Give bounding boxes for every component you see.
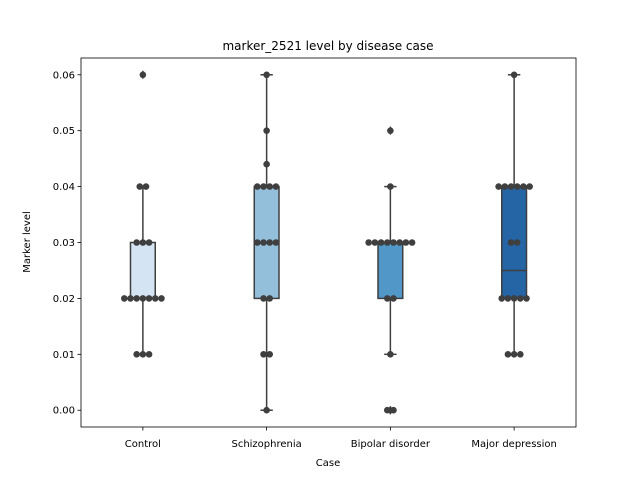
data-point — [507, 239, 515, 246]
data-point — [139, 295, 147, 302]
data-point — [263, 160, 270, 168]
data-point — [158, 295, 165, 302]
box-iqr — [377, 241, 404, 300]
chart-title: marker_2521 level by disease case — [222, 39, 433, 53]
data-point — [383, 406, 391, 414]
data-point — [263, 71, 270, 79]
data-point — [365, 239, 372, 246]
data-point — [513, 183, 521, 190]
x-tick-label: Major depression — [471, 439, 557, 450]
box-group — [495, 71, 533, 358]
y-axis-label: Marker level — [22, 211, 33, 273]
data-point — [139, 351, 147, 358]
data-point — [266, 295, 274, 302]
data-point — [387, 351, 394, 358]
data-point — [504, 295, 512, 302]
data-point — [383, 239, 391, 246]
data-point — [272, 183, 280, 190]
data-point — [523, 295, 530, 302]
data-point — [266, 239, 274, 246]
box-group — [120, 70, 165, 358]
data-point — [260, 239, 267, 246]
data-point — [402, 239, 410, 246]
y-tick-label: 0.03 — [53, 238, 75, 249]
data-point — [498, 295, 506, 302]
y-tick-label: 0.01 — [53, 350, 75, 361]
y-tick-label: 0.00 — [53, 406, 75, 417]
data-point — [254, 183, 261, 190]
data-point — [272, 239, 280, 246]
box-group — [365, 126, 416, 415]
data-point — [390, 406, 397, 414]
data-point — [377, 239, 385, 246]
data-point — [510, 351, 518, 358]
data-point — [120, 295, 128, 302]
x-tick-label: Bipolar disorder — [351, 439, 431, 450]
data-point — [501, 183, 509, 190]
x-axis-label: Case — [316, 458, 340, 469]
plot-area — [120, 70, 533, 415]
data-point — [260, 295, 267, 302]
data-point — [266, 183, 274, 190]
y-tick-label: 0.06 — [53, 70, 75, 81]
y-tick-label: 0.04 — [53, 182, 75, 193]
x-tick-label: Schizophrenia — [231, 439, 301, 450]
y-tick-label: 0.02 — [53, 294, 75, 305]
data-point — [127, 295, 134, 302]
data-point — [142, 183, 150, 190]
data-point — [145, 239, 153, 246]
data-point — [139, 71, 147, 79]
box-iqr — [129, 241, 156, 300]
box-group — [253, 71, 280, 414]
data-point — [263, 406, 270, 414]
data-point — [371, 239, 379, 246]
x-axis: Control Schizophrenia Bipolar disorder Majo… — [125, 427, 557, 450]
data-point — [387, 127, 394, 134]
data-point — [136, 183, 144, 190]
data-point — [145, 295, 153, 302]
data-point — [396, 239, 403, 246]
data-point — [254, 239, 261, 246]
data-point — [520, 183, 527, 190]
data-point — [513, 239, 521, 246]
data-point — [133, 295, 140, 302]
data-point — [383, 295, 391, 302]
y-axis: 0.00 0.01 0.02 0.03 0.04 0.05 0.06 — [53, 70, 81, 417]
data-point — [517, 295, 524, 302]
data-point — [526, 183, 533, 190]
data-point — [151, 295, 159, 302]
data-point — [408, 239, 416, 246]
data-point — [504, 351, 512, 358]
data-point — [387, 183, 394, 190]
data-point — [139, 239, 147, 246]
x-tick-label: Control — [125, 439, 161, 450]
data-point — [263, 127, 270, 134]
data-point — [390, 239, 397, 246]
data-point — [133, 239, 140, 246]
data-point — [390, 295, 397, 302]
data-point — [133, 351, 140, 358]
data-point — [145, 351, 153, 358]
data-point — [260, 351, 267, 358]
data-point — [517, 351, 524, 358]
y-tick-label: 0.05 — [53, 126, 75, 137]
data-point — [510, 295, 518, 302]
data-point — [507, 183, 515, 190]
data-point — [495, 183, 502, 190]
data-point — [510, 71, 518, 79]
data-point — [266, 351, 274, 358]
data-point — [260, 183, 267, 190]
